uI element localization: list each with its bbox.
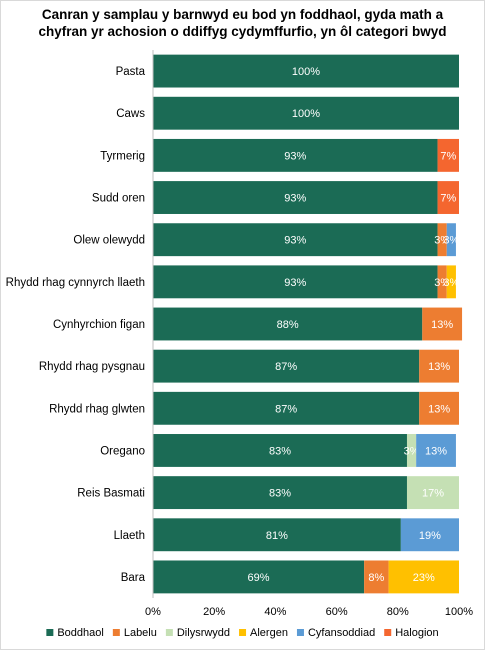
category-label-bara: Bara	[121, 572, 146, 584]
category-label-rhydd-rhag-glwten: Rhydd rhag glwten	[49, 403, 145, 415]
chart-title-line-2: chyfran yr achosion o ddiffyg cydymffurf…	[38, 24, 447, 39]
data-label-bara-boddhaol: 69%	[248, 572, 270, 584]
data-label-rhydd-rhag-pysgnau-boddhaol: 87%	[275, 361, 297, 373]
data-label-cynhyrchion-figan-boddhaol: 88%	[277, 319, 299, 331]
bar-segment-cynhyrchion-figan-labelu	[422, 307, 463, 341]
legend-label-boddhaol: Boddhaol	[57, 627, 104, 639]
bar-segment-oregano-boddhaol	[153, 434, 407, 467]
category-label-pasta: Pasta	[116, 66, 146, 78]
data-label-olew-olewydd-boddhaol: 93%	[284, 235, 306, 247]
category-label-sudd-oren: Sudd oren	[92, 193, 145, 205]
data-label-olew-olewydd-cyfansoddiad: 3%	[443, 235, 459, 247]
data-label-llaeth-boddhaol: 81%	[266, 530, 288, 542]
data-label-rhydd-rhag-cynnyrch-llaeth-boddhaol: 93%	[284, 277, 306, 289]
data-label-reis-basmati-boddhaol: 83%	[269, 488, 291, 500]
category-label-llaeth: Llaeth	[114, 530, 145, 542]
x-tick-label: 100%	[445, 606, 473, 618]
bar-segment-rhydd-rhag-pysgnau-labelu	[419, 349, 459, 383]
bar-segment-olew-olewydd-boddhaol	[153, 223, 438, 257]
bar-segment-llaeth-cyfansoddiad	[400, 518, 459, 552]
category-label-reis-basmati: Reis Basmati	[77, 488, 145, 500]
legend-label-cyfansoddiad: Cyfansoddiad	[308, 627, 375, 639]
bar-segment-rhydd-rhag-cynnyrch-llaeth-labelu	[437, 265, 447, 299]
legend-swatch-dilysrwydd	[165, 629, 173, 636]
data-label-olew-olewydd-labelu: 3%	[434, 235, 450, 247]
data-label-bara-alergen: 23%	[413, 572, 435, 584]
legend-label-labelu: Labelu	[124, 627, 157, 639]
x-tick-labels-group: 0% 20% 40% 60% 80% 100%	[145, 606, 473, 618]
x-tick-label: 80%	[387, 606, 409, 618]
bar-segment-rhydd-rhag-glwten-boddhaol	[153, 391, 420, 425]
bar-segment-caws-boddhaol	[153, 96, 459, 130]
data-label-oregano-dilysrwydd: 3%	[404, 445, 420, 457]
data-label-tyrmerig-halogion: 7%	[440, 150, 456, 162]
bar-segment-olew-olewydd-labelu	[437, 223, 447, 257]
data-label-caws-boddhaol: 100%	[292, 108, 320, 120]
data-label-rhydd-rhag-pysgnau-labelu: 13%	[428, 361, 450, 373]
bar-segment-reis-basmati-boddhaol	[153, 476, 407, 510]
category-label-olew-olewydd: Olew olewydd	[73, 235, 145, 247]
bar-segment-cynhyrchion-figan-boddhaol	[153, 307, 423, 341]
bar-segment-tyrmerig-halogion	[437, 138, 459, 172]
data-label-cynhyrchion-figan-labelu: 13%	[431, 319, 453, 331]
bar-segment-bara-alergen	[388, 560, 459, 594]
data-label-bara-labelu: 8%	[368, 572, 384, 584]
bar-segment-rhydd-rhag-glwten-labelu	[419, 391, 459, 425]
x-tick-label: 0%	[145, 606, 161, 618]
legend-swatch-cyfansoddiad	[296, 629, 304, 636]
bar-segment-oregano-dilysrwydd	[406, 434, 417, 467]
legend-swatch-halogion	[384, 629, 392, 636]
bars-group: 100%100%93% 7%93% 7%93% 3%3%93% 3%3%88% 13%87…	[153, 54, 463, 594]
x-tick-label: 20%	[203, 606, 225, 618]
data-label-tyrmerig-boddhaol: 93%	[284, 150, 306, 162]
data-label-oregano-boddhaol: 83%	[269, 445, 291, 457]
bar-segment-olew-olewydd-cyfansoddiad	[446, 223, 456, 257]
data-label-pasta-boddhaol: 100%	[292, 66, 320, 78]
bar-segment-oregano-cyfansoddiad	[416, 434, 456, 467]
legend-swatch-labelu	[112, 629, 120, 636]
data-label-sudd-oren-halogion: 7%	[440, 193, 456, 205]
data-label-reis-basmati-dilysrwydd: 17%	[422, 488, 444, 500]
category-label-cynhyrchion-figan: Cynhyrchion figan	[53, 319, 145, 331]
category-label-rhydd-rhag-pysgnau: Rhydd rhag pysgnau	[39, 361, 145, 373]
data-label-rhydd-rhag-cynnyrch-llaeth-alergen: 3%	[443, 277, 459, 289]
data-label-oregano-cyfansoddiad: 13%	[425, 445, 447, 457]
bar-segment-bara-boddhaol	[153, 560, 365, 594]
bar-segment-tyrmerig-boddhaol	[153, 138, 438, 172]
data-label-llaeth-cyfansoddiad: 19%	[419, 530, 441, 542]
category-labels-group: Pasta Caws Tyrmerig Sudd oren Olew olewydd Rh…	[6, 66, 146, 584]
bar-segment-sudd-oren-halogion	[437, 181, 459, 214]
legend-swatch-alergen	[239, 629, 247, 636]
category-label-rhydd-rhag-cynnyrch-llaeth: Rhydd rhag cynnyrch llaeth	[6, 277, 145, 289]
data-label-rhydd-rhag-glwten-labelu: 13%	[428, 403, 450, 415]
category-label-caws: Caws	[116, 108, 145, 120]
bar-segment-pasta-boddhaol	[153, 54, 459, 88]
x-tick-label: 60%	[326, 606, 348, 618]
category-label-oregano: Oregano	[100, 445, 145, 457]
bar-segment-rhydd-rhag-pysgnau-boddhaol	[153, 349, 420, 383]
bar-segment-reis-basmati-dilysrwydd	[406, 476, 459, 510]
data-label-sudd-oren-boddhaol: 93%	[284, 193, 306, 205]
bar-segment-rhydd-rhag-cynnyrch-llaeth-boddhaol	[153, 265, 438, 299]
bar-segment-llaeth-boddhaol	[153, 518, 401, 552]
legend-label-halogion: Halogion	[395, 627, 438, 639]
bar-segment-sudd-oren-boddhaol	[153, 181, 438, 214]
bar-segment-bara-labelu	[364, 560, 389, 594]
data-label-rhydd-rhag-cynnyrch-llaeth-labelu: 3%	[434, 277, 450, 289]
legend-swatch-boddhaol	[46, 629, 54, 636]
x-tick-label: 40%	[264, 606, 286, 618]
chart-title: Canran y samplau y barnwyd eu bod yn fod…	[0, 6, 485, 40]
legend: Boddhaol Labelu Dilysrwydd Alergen Cyfansodd…	[46, 627, 439, 639]
legend-label-alergen: Alergen	[250, 627, 288, 639]
legend-label-dilysrwydd: Dilysrwydd	[177, 627, 230, 639]
chart-title-line-1: Canran y samplau y barnwyd eu bod yn fod…	[41, 7, 444, 22]
data-label-rhydd-rhag-glwten-boddhaol: 87%	[275, 403, 297, 415]
category-label-tyrmerig: Tyrmerig	[100, 150, 145, 162]
bar-segment-rhydd-rhag-cynnyrch-llaeth-alergen	[446, 265, 456, 299]
